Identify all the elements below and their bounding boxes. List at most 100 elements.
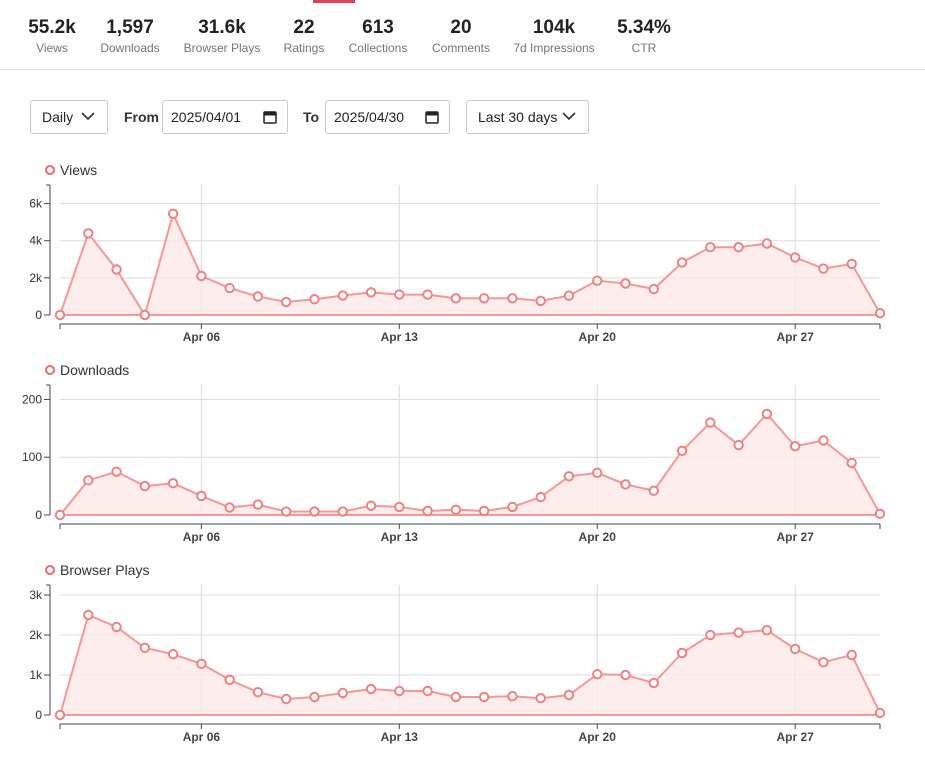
data-point[interactable] — [111, 466, 122, 477]
data-point[interactable] — [592, 467, 603, 479]
data-point[interactable] — [705, 242, 716, 253]
data-point[interactable] — [422, 289, 433, 300]
data-point[interactable] — [167, 478, 179, 489]
data-point[interactable] — [422, 685, 433, 697]
data-point[interactable] — [676, 647, 688, 659]
data-point[interactable] — [620, 669, 631, 681]
data-point[interactable] — [761, 238, 773, 249]
data-point[interactable] — [620, 479, 631, 490]
data-point[interactable] — [507, 501, 518, 513]
data-point[interactable] — [450, 691, 462, 703]
data-point[interactable] — [620, 278, 631, 289]
data-point[interactable] — [478, 691, 490, 703]
data-point[interactable] — [54, 709, 66, 721]
data-point[interactable] — [818, 657, 829, 668]
data-point[interactable] — [422, 505, 433, 517]
to-date-input[interactable]: 2025/04/30 — [325, 100, 450, 134]
from-date-input[interactable]: 2025/04/01 — [162, 100, 288, 134]
data-point[interactable] — [733, 242, 744, 253]
data-point[interactable] — [648, 677, 659, 689]
data-point[interactable] — [535, 693, 546, 704]
x-tick-label: Apr 20 — [579, 530, 617, 544]
data-point[interactable] — [394, 501, 405, 513]
data-point[interactable] — [676, 257, 688, 268]
data-point[interactable] — [224, 502, 235, 513]
data-point[interactable] — [281, 693, 292, 705]
data-point[interactable] — [224, 674, 235, 686]
data-point[interactable] — [705, 629, 716, 641]
data-point[interactable] — [111, 264, 122, 275]
data-point[interactable] — [337, 687, 348, 699]
data-point[interactable] — [478, 505, 490, 517]
data-point[interactable] — [789, 643, 801, 655]
data-point[interactable] — [761, 625, 773, 636]
data-point[interactable] — [676, 445, 688, 457]
data-point[interactable] — [167, 208, 179, 219]
calendar-icon[interactable] — [263, 110, 277, 124]
data-point[interactable] — [252, 291, 264, 302]
data-point[interactable] — [83, 475, 94, 486]
data-point[interactable] — [365, 287, 377, 298]
data-point[interactable] — [196, 270, 207, 282]
data-point[interactable] — [648, 283, 659, 295]
data-point[interactable] — [789, 441, 801, 452]
data-point[interactable] — [874, 707, 886, 719]
x-tick-label: Apr 27 — [776, 330, 814, 344]
data-point[interactable] — [394, 289, 405, 300]
data-point[interactable] — [54, 309, 66, 321]
data-point[interactable] — [252, 687, 264, 698]
data-point[interactable] — [535, 295, 546, 307]
data-point[interactable] — [478, 293, 490, 304]
data-point[interactable] — [337, 290, 348, 301]
data-point[interactable] — [309, 506, 320, 517]
range-select[interactable]: Last 30 days — [466, 100, 589, 134]
data-point[interactable] — [563, 290, 575, 301]
data-point[interactable] — [309, 294, 320, 305]
data-point[interactable] — [507, 691, 518, 702]
data-point[interactable] — [846, 649, 857, 661]
data-point[interactable] — [874, 508, 886, 520]
data-point[interactable] — [365, 683, 377, 695]
data-point[interactable] — [54, 509, 66, 521]
data-point[interactable] — [196, 490, 207, 502]
data-point[interactable] — [733, 439, 744, 451]
data-point[interactable] — [83, 228, 94, 239]
calendar-icon[interactable] — [425, 110, 439, 124]
data-point[interactable] — [648, 485, 659, 496]
data-point[interactable] — [563, 689, 575, 701]
data-point[interactable] — [563, 471, 575, 482]
from-label: From — [124, 109, 159, 125]
data-point[interactable] — [450, 293, 462, 304]
x-tick-label: Apr 13 — [381, 730, 419, 744]
data-point[interactable] — [535, 491, 546, 503]
data-point[interactable] — [196, 658, 207, 670]
data-point[interactable] — [874, 307, 886, 319]
data-point[interactable] — [592, 275, 603, 286]
data-point[interactable] — [789, 252, 801, 263]
data-point[interactable] — [139, 309, 151, 321]
data-point[interactable] — [309, 691, 320, 703]
data-point[interactable] — [139, 642, 151, 654]
data-point[interactable] — [592, 669, 603, 680]
data-point[interactable] — [365, 500, 377, 511]
data-point[interactable] — [761, 408, 773, 420]
data-point[interactable] — [139, 480, 151, 492]
data-point[interactable] — [818, 435, 829, 446]
data-point[interactable] — [846, 258, 857, 270]
data-point[interactable] — [450, 504, 462, 516]
interval-select[interactable]: Daily — [30, 100, 108, 134]
data-point[interactable] — [705, 417, 716, 428]
data-point[interactable] — [281, 506, 292, 517]
data-point[interactable] — [111, 621, 122, 633]
data-point[interactable] — [818, 263, 829, 274]
data-point[interactable] — [224, 282, 235, 294]
data-point[interactable] — [167, 649, 179, 660]
data-point[interactable] — [507, 293, 518, 304]
data-point[interactable] — [337, 506, 348, 517]
data-point[interactable] — [252, 499, 264, 510]
data-point[interactable] — [83, 609, 94, 621]
data-point[interactable] — [846, 457, 857, 469]
data-point[interactable] — [394, 685, 405, 697]
data-point[interactable] — [733, 627, 744, 638]
data-point[interactable] — [281, 296, 292, 308]
